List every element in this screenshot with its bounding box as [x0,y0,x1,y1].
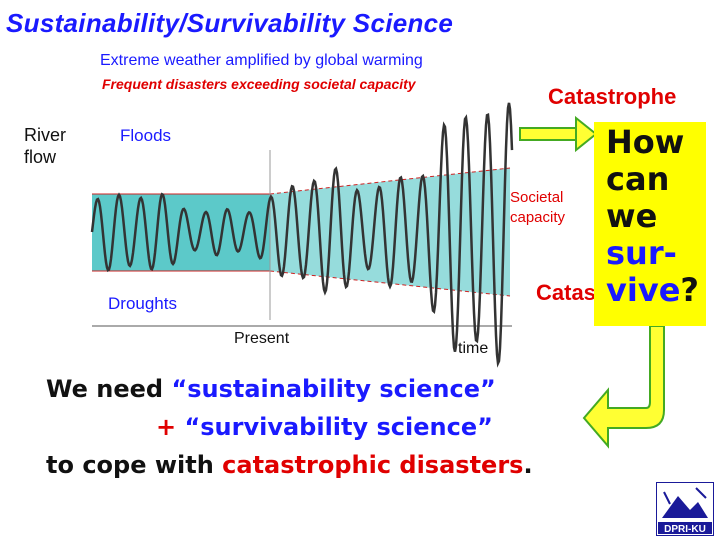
dpri-logo: DPRI-KU [656,482,714,536]
logo-text: DPRI-KU [664,524,706,535]
capacity-band-future [270,168,510,296]
question-box: How can we sur- vive? [594,122,706,326]
message-line1-pre: We need [46,375,172,403]
curved-arrow [582,325,665,449]
page-title: Sustainability/Survivability Science [6,8,454,38]
message-block: We need “sustainability science” + “surv… [46,370,533,484]
y-axis-label: River flow [24,125,67,167]
subtitle-frequent-disasters: Frequent disasters exceeding societal ca… [102,76,416,92]
question-line-1: How [606,123,685,161]
capacity-upper-future [269,167,511,195]
catastrophe-label-top: Catastrophe [548,84,677,109]
question-line-4: sur- [606,234,677,272]
societal-capacity-label: Societal capacity [510,189,566,226]
message-line3-post: . [523,451,533,479]
message-line2-pre: + [156,413,185,441]
arrow-shaft-top [519,127,579,141]
question-mark: ? [680,271,699,309]
message-sustainability: “sustainability science” [171,375,496,403]
question-line-2: can [606,160,670,198]
message-catastrophic-disasters: catastrophic disasters [222,451,524,479]
question-line-3: we [606,197,658,235]
time-label: time [458,340,489,357]
subtitle-extreme-weather: Extreme weather amplified by global warm… [100,52,423,69]
question-word-vive: vive [606,271,681,309]
message-line3-pre: to cope with [46,451,223,479]
message-survivability: “survivability science” [184,413,493,441]
present-label: Present [234,330,290,347]
floods-label: Floods [120,126,172,145]
droughts-label: Droughts [108,294,177,313]
arrow-head-top [575,115,598,153]
river-flow-curve [90,102,514,368]
